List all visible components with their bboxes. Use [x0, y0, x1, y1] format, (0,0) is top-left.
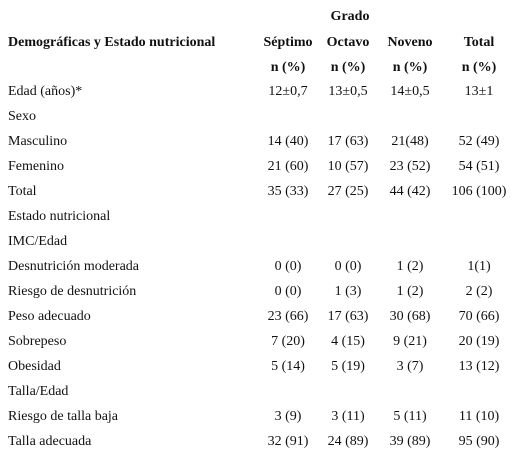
cell: 1 (2): [396, 259, 424, 274]
column-unit: n (%): [461, 60, 497, 75]
row-label: Peso adecuado: [8, 309, 91, 324]
cell: 1 (3): [334, 284, 362, 299]
cell: 95 (90): [458, 434, 500, 449]
cell: 2 (2): [465, 284, 493, 299]
column-header: Total: [463, 35, 495, 50]
cell: 20 (19): [458, 334, 500, 349]
row-label: Edad (años)*: [8, 84, 83, 99]
row-label: Sobrepeso: [8, 334, 67, 349]
row-label: Talla adecuada: [8, 434, 92, 449]
column-unit: n (%): [392, 60, 428, 75]
cell: 23 (66): [267, 309, 309, 324]
cell: 13±1: [464, 84, 494, 99]
row-label: Desnutrición moderada: [8, 259, 140, 274]
cell: 70 (66): [458, 309, 500, 324]
cell: 21 (60): [267, 159, 309, 174]
cell: 21(48): [391, 134, 429, 149]
cell: 30 (68): [389, 309, 431, 324]
cell: 3 (9): [274, 409, 302, 424]
row-label: Masculino: [8, 134, 68, 149]
cell: 3 (11): [331, 409, 365, 424]
section-label: IMC/Edad: [8, 234, 68, 249]
cell: 5 (14): [271, 359, 305, 374]
cell: 14±0,5: [390, 84, 430, 99]
row-label: Femenino: [8, 159, 64, 174]
cell: 39 (89): [389, 434, 431, 449]
cell: 11 (10): [458, 409, 500, 424]
cell: 5 (19): [331, 359, 365, 374]
variable-header: Demográficas y Estado nutricional: [8, 35, 216, 50]
row-label: Obesidad: [8, 359, 61, 374]
cell: 1(1): [467, 259, 491, 274]
cell: 35 (33): [267, 184, 309, 199]
cell: 52 (49): [458, 134, 500, 149]
cell: 106 (100): [451, 184, 507, 199]
cell: 10 (57): [327, 159, 369, 174]
cell: 0 (0): [334, 259, 362, 274]
cell: 24 (89): [327, 434, 369, 449]
group-header: Grado: [330, 9, 370, 24]
row-label: Riesgo de desnutrición: [8, 284, 137, 299]
cell: 9 (21): [393, 334, 427, 349]
cell: 1 (2): [396, 284, 424, 299]
cell: 23 (52): [389, 159, 431, 174]
cell: 0 (0): [274, 259, 302, 274]
cell: 4 (15): [331, 334, 365, 349]
column-header: Octavo: [326, 35, 370, 50]
section-label: Estado nutricional: [8, 209, 111, 224]
cell: 14 (40): [267, 134, 309, 149]
column-header: Séptimo: [263, 35, 313, 50]
cell: 12±0,7: [268, 84, 308, 99]
row-label: Riesgo de talla baja: [8, 409, 119, 424]
cell: 17 (63): [327, 309, 369, 324]
cell: 0 (0): [274, 284, 302, 299]
section-label: Sexo: [8, 109, 36, 124]
cell: 3 (7): [396, 359, 424, 374]
cell: 27 (25): [327, 184, 369, 199]
cell: 5 (11): [393, 409, 427, 424]
cell: 44 (42): [389, 184, 431, 199]
cell: 32 (91): [267, 434, 309, 449]
cell: 7 (20): [271, 334, 305, 349]
cell: 13 (12): [458, 359, 500, 374]
cell: 17 (63): [327, 134, 369, 149]
cell: 13±0,5: [328, 84, 368, 99]
column-unit: n (%): [270, 60, 306, 75]
column-header: Noveno: [387, 35, 433, 50]
column-unit: n (%): [330, 60, 366, 75]
cell: 54 (51): [458, 159, 500, 174]
row-label: Total: [8, 184, 37, 199]
section-label: Talla/Edad: [8, 384, 69, 399]
